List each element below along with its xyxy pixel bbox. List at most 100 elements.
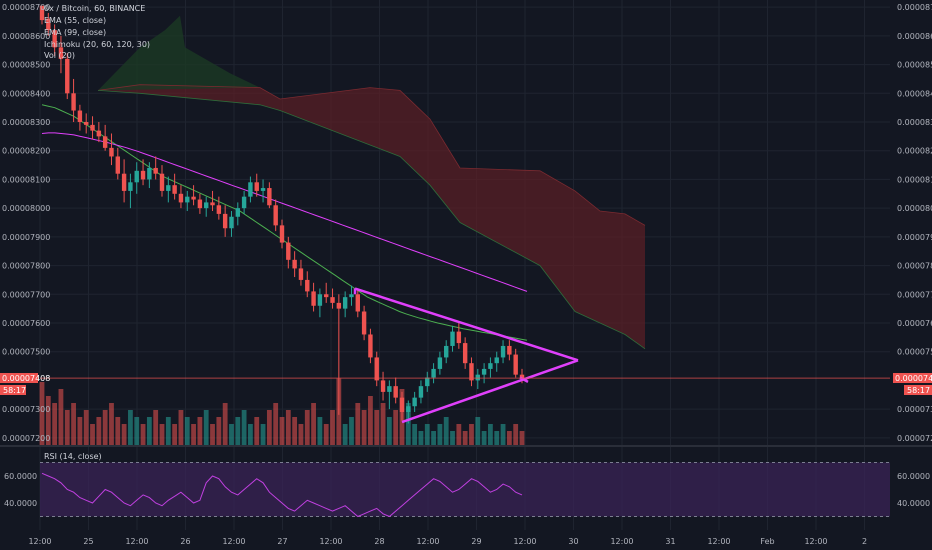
candle-body-37	[273, 205, 278, 226]
rsi-tick-right-1: 40.0000	[897, 499, 930, 508]
volume-bar-8	[90, 424, 95, 445]
price-tick-right-8: 0.00007900	[897, 233, 932, 242]
candle-body-49	[349, 294, 354, 298]
price-tick-right-12: 0.00007500	[897, 348, 932, 357]
chart-title: 0x / Bitcoin, 60, BINANCE	[44, 4, 145, 13]
candle-body-58	[406, 406, 411, 412]
kumo-bullish	[98, 15, 260, 91]
price-axis-left[interactable]: 0.00008700 0.00008600 0.00008500 0.00008400…	[2, 3, 50, 443]
time-tick-8: 12:00	[416, 537, 439, 546]
time-tick-16: 12:00	[804, 537, 827, 546]
price-tick-left-10: 0.00007700	[2, 290, 50, 299]
time-tick-15: Feb	[760, 537, 774, 546]
candle-body-47	[336, 302, 342, 309]
candle-body-16	[140, 170, 146, 180]
volume-bar-46	[330, 410, 335, 445]
candle-body-3	[58, 47, 64, 59]
candle-body-62	[431, 368, 436, 378]
candle-body-23	[185, 196, 190, 203]
candle-body-65	[450, 331, 455, 346]
kumo-span-a	[97, 84, 646, 226]
volume-bar-58	[405, 403, 411, 445]
rsi-tick-left-0: 60.0000	[4, 472, 37, 481]
candle-body-70	[481, 368, 487, 375]
candle-body-52	[368, 334, 373, 358]
time-tick-9: 29	[471, 537, 481, 546]
volume-bar-30	[229, 424, 234, 445]
volume-bar-72	[494, 431, 500, 445]
rsi-tick-right-0: 60.0000	[897, 472, 930, 481]
candle-body-28	[216, 205, 222, 214]
candle-body-21	[172, 185, 177, 194]
price-tick-right-10: 0.00007700	[897, 290, 932, 299]
volume-bar-23	[184, 417, 190, 445]
time-axis[interactable]: 12:00 25 12:00 26 12:00 27 12:00 28 12:00 29 12:00…	[28, 537, 867, 546]
price-tick-right-0: 0.00008700	[897, 3, 932, 12]
volume-bar-68	[469, 424, 474, 445]
volume-bar-31	[235, 417, 241, 445]
candle-body-67	[462, 343, 468, 364]
rsi-panel: RSI (14, close) 60.0000 60.0000 40.0000 40.0…	[0, 445, 932, 518]
legend-ema99: EMA (99, close)	[44, 28, 106, 37]
candle-body-26	[204, 202, 209, 209]
volume-bar-55	[386, 417, 392, 445]
candle-body-27	[210, 202, 215, 206]
volume-bar-0	[39, 382, 45, 445]
candle-body-10	[102, 136, 108, 148]
volume-bar-28	[216, 417, 222, 445]
candle-body-60	[418, 386, 424, 398]
ema55-line	[41, 104, 528, 341]
volume-bar-14	[128, 410, 133, 445]
candle-body-35	[260, 188, 266, 191]
candle-body-42	[305, 279, 310, 292]
triangle-upper-line	[354, 287, 579, 362]
candle-body-51	[361, 311, 367, 335]
time-tick-14: 12:00	[707, 537, 730, 546]
candle-body-56	[393, 386, 398, 398]
price-tick-left-9: 0.00007800	[2, 262, 50, 271]
candle-body-22	[178, 193, 184, 203]
price-badge-right: 0.00007408 58:17	[893, 373, 932, 395]
time-tick-2: 12:00	[125, 537, 148, 546]
price-badge-right-value: 0.00007408	[895, 374, 932, 383]
time-tick-10: 12:00	[513, 537, 536, 546]
candle-body-20	[166, 185, 171, 191]
price-tick-right-2: 0.00008500	[897, 61, 932, 70]
time-tick-4: 12:00	[222, 537, 245, 546]
candle-body-24	[191, 196, 196, 200]
volume-bar-4	[64, 410, 70, 445]
price-tick-right-13: 0.00007300	[897, 405, 932, 414]
candle-body-54	[380, 380, 386, 392]
price-tick-left-11: 0.00007600	[2, 319, 50, 328]
candle-body-14	[128, 182, 133, 191]
candle-body-57	[399, 397, 405, 412]
legend-ichimoku: Ichimoku (20, 60, 120, 30)	[44, 40, 150, 49]
rsi-band-fill	[40, 462, 890, 517]
volume-bar-74	[506, 431, 512, 445]
time-tick-13: 31	[665, 537, 675, 546]
volume-bar-50	[355, 403, 361, 445]
price-tick-left-13: 0.00007300	[2, 405, 50, 414]
candle-body-0	[39, 5, 45, 21]
price-axis-right[interactable]: 0.00008700 0.00008600 0.00008500 0.00008400…	[897, 3, 932, 443]
rsi-line	[41, 472, 523, 518]
volume-bar-44	[317, 417, 323, 445]
triangle-lower-line	[401, 359, 579, 424]
price-tick-left-4: 0.00008300	[2, 118, 50, 127]
volume-bar-61	[424, 424, 430, 445]
candle-body-31	[235, 208, 240, 217]
volume-bar-5	[71, 403, 76, 445]
volume-bar-51	[361, 410, 367, 445]
volume-bar-71	[488, 424, 493, 445]
price-tick-right-14: 0.00007200	[897, 434, 932, 443]
rsi-tick-left-1: 40.0000	[4, 499, 37, 508]
volume-bar-33	[248, 424, 253, 445]
volume-bar-2	[52, 403, 58, 445]
candle-body-36	[267, 188, 272, 206]
volume-bar-73	[500, 424, 506, 445]
price-badge-right-countdown: 58:17	[907, 386, 930, 395]
candle-body-71	[488, 363, 493, 369]
price-tick-right-3: 0.00008400	[897, 89, 932, 98]
candle-body-4	[65, 58, 70, 94]
